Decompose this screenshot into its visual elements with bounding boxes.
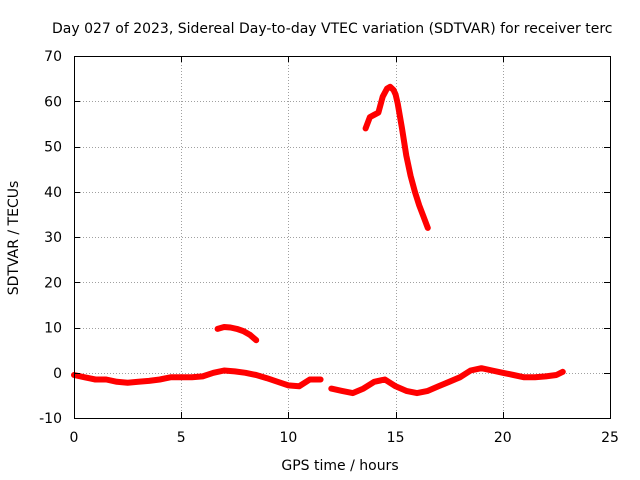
data-point (240, 328, 246, 334)
data-point (403, 388, 409, 394)
data-point (296, 383, 302, 389)
y-tick-label: 30 (44, 230, 62, 246)
data-point (457, 374, 463, 380)
data-point (391, 87, 396, 93)
data-point (234, 326, 240, 332)
data-point (189, 374, 195, 380)
y-axis-label: SDTVAR / TECUs (6, 181, 22, 296)
y-tick-label: 10 (44, 321, 62, 337)
data-point (560, 369, 566, 375)
y-tick-label: 50 (44, 140, 62, 156)
data-point (403, 153, 409, 159)
data-point (114, 379, 120, 385)
data-point (210, 370, 216, 376)
data-point (200, 373, 206, 379)
data-point (414, 390, 420, 396)
data-point (264, 375, 270, 381)
data-point (393, 92, 399, 97)
x-tick-labels: 0 5 10 15 20 25 (70, 430, 619, 446)
data-point (215, 326, 221, 332)
data-point (387, 84, 393, 90)
data-point (395, 101, 401, 106)
x-tick-label: 5 (177, 430, 186, 446)
chart-title: Day 027 of 2023, Sidereal Day-to-day VTE… (52, 21, 612, 37)
data-point (553, 372, 559, 378)
data-point (350, 390, 356, 396)
x-tick-label: 10 (279, 430, 297, 446)
data-point (328, 386, 334, 392)
grid (74, 56, 610, 418)
data-point (157, 377, 163, 382)
data-point (318, 377, 324, 382)
y-tick-label: 70 (44, 49, 62, 65)
data-point (489, 368, 495, 373)
data-point (243, 370, 248, 376)
data-point (412, 189, 418, 195)
y-tick-label: 40 (44, 185, 62, 201)
series-group (71, 83, 566, 397)
data-point (307, 377, 313, 382)
y-tick-label: 60 (44, 94, 62, 110)
data-point (247, 332, 253, 338)
data-point (221, 368, 227, 373)
data-point (360, 386, 366, 392)
y-tick-label: 20 (44, 275, 62, 291)
data-point (339, 388, 345, 394)
data-point (468, 368, 474, 373)
data-point (425, 388, 431, 394)
data-point (228, 325, 233, 330)
data-point (511, 372, 516, 378)
data-point (367, 114, 373, 120)
data-point (393, 383, 399, 389)
y-tick-label: -10 (39, 411, 62, 427)
x-tick-label: 15 (387, 430, 405, 446)
data-point (521, 374, 527, 380)
x-tick-label: 25 (601, 430, 619, 446)
y-tick-label: 0 (53, 366, 62, 382)
data-point (375, 110, 381, 116)
x-tick-label: 20 (494, 430, 512, 446)
data-point (103, 377, 109, 382)
data-point (380, 94, 386, 100)
data-point (408, 173, 414, 179)
data-point (92, 377, 98, 382)
data-point (371, 112, 377, 118)
x-tick-label: 0 (70, 430, 79, 446)
data-point (275, 379, 281, 385)
data-point (436, 383, 441, 389)
data-point (125, 380, 131, 386)
data-point (253, 337, 259, 343)
data-point (371, 379, 377, 385)
data-point (168, 374, 173, 380)
data-point (500, 370, 506, 376)
data-point (178, 374, 184, 380)
y-tick-labels: -10 0 10 20 30 40 50 60 70 (39, 49, 62, 427)
data-point (543, 373, 549, 379)
data-point (425, 225, 431, 231)
data-point (146, 378, 152, 384)
data-point (416, 202, 422, 208)
data-point (363, 125, 369, 131)
data-point (232, 368, 238, 374)
data-point (532, 374, 538, 380)
data-point (446, 379, 452, 385)
tick-group (74, 56, 611, 419)
data-point (478, 365, 484, 371)
data-point (135, 379, 141, 385)
data-point (382, 377, 388, 382)
data-point (82, 374, 88, 380)
data-point (253, 372, 259, 378)
data-point (399, 125, 405, 131)
series-line-baseline (71, 367, 324, 390)
x-axis-label: GPS time / hours (281, 458, 398, 474)
data-point (421, 214, 426, 220)
data-point (285, 382, 291, 388)
data-point (221, 324, 227, 330)
